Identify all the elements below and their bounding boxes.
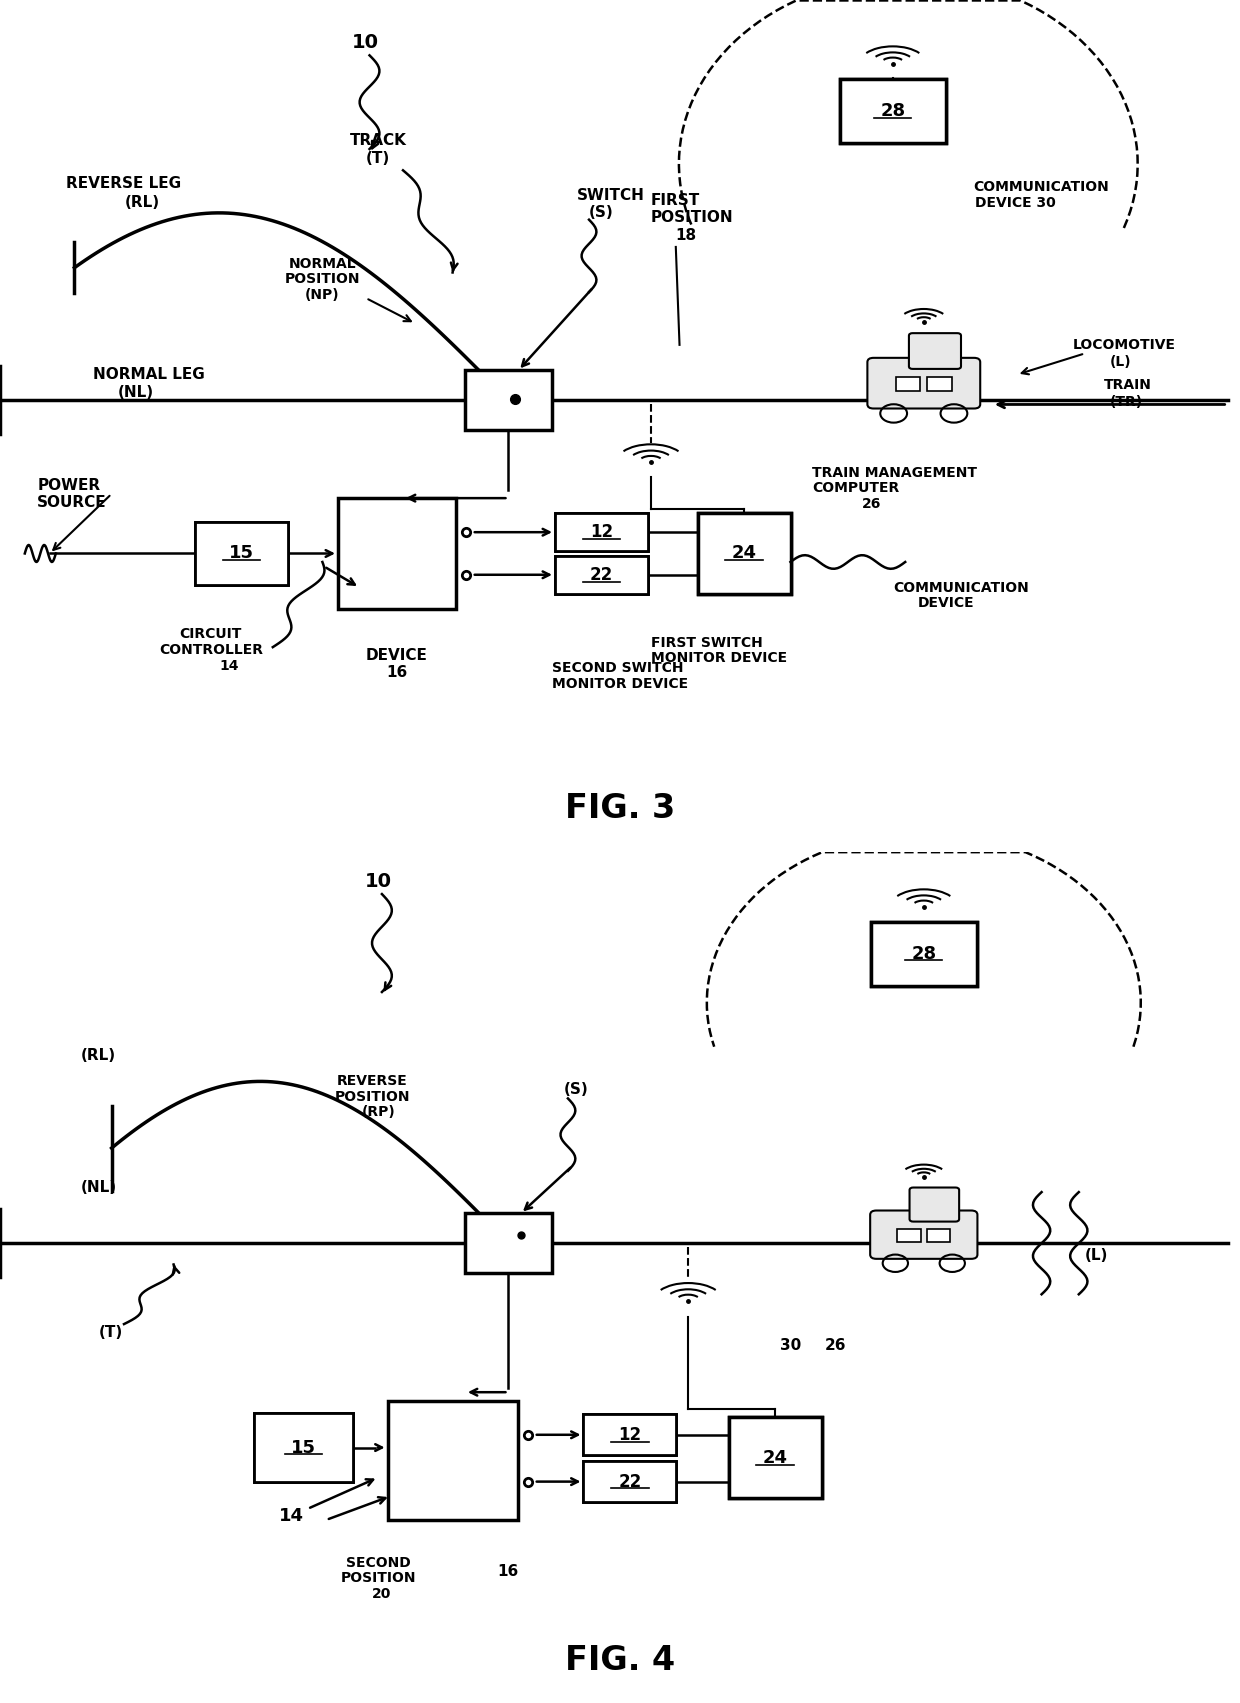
Text: REVERSE: REVERSE (336, 1075, 408, 1088)
Text: TRACK: TRACK (350, 133, 407, 148)
Text: (S): (S) (589, 206, 614, 220)
Bar (387, 1400, 518, 1521)
Text: (S): (S) (564, 1083, 589, 1097)
Text: 24: 24 (763, 1449, 787, 1466)
Text: (NL): (NL) (118, 385, 154, 400)
Text: SECOND SWITCH: SECOND SWITCH (552, 661, 683, 676)
Text: COMPUTER: COMPUTER (812, 480, 899, 496)
Bar (584, 1461, 677, 1502)
Text: COMMUNICATION: COMMUNICATION (893, 581, 1028, 594)
Text: 28: 28 (911, 945, 936, 962)
Bar (556, 555, 647, 594)
Text: FIG. 4: FIG. 4 (565, 1643, 675, 1677)
Bar (584, 1461, 677, 1502)
Text: 16: 16 (386, 666, 408, 679)
Text: NORMAL: NORMAL (289, 257, 356, 271)
Text: 20: 20 (372, 1587, 392, 1601)
Bar (870, 921, 977, 986)
Text: (NP): (NP) (305, 288, 340, 301)
Text: POWER: POWER (37, 479, 100, 492)
Text: POSITION: POSITION (285, 272, 360, 286)
Text: 12: 12 (590, 523, 613, 542)
Text: (L): (L) (1110, 354, 1131, 370)
Text: 14: 14 (279, 1507, 304, 1524)
Bar (729, 1417, 821, 1499)
Bar (254, 1413, 353, 1482)
FancyBboxPatch shape (868, 358, 980, 409)
Text: 22: 22 (619, 1473, 641, 1490)
Bar (928, 376, 952, 390)
Text: 18: 18 (676, 228, 697, 244)
Bar (196, 521, 288, 586)
Bar (556, 555, 647, 594)
Text: 14: 14 (219, 659, 239, 673)
Bar (841, 78, 945, 143)
Bar (895, 376, 920, 390)
Text: DEVICE: DEVICE (918, 596, 975, 610)
Text: COMMUNICATION: COMMUNICATION (973, 181, 1109, 194)
Text: MONITOR DEVICE: MONITOR DEVICE (651, 651, 787, 666)
Bar (729, 1417, 821, 1499)
Text: SWITCH: SWITCH (577, 189, 645, 203)
Bar (465, 1213, 552, 1274)
Bar (556, 513, 647, 552)
Text: SECOND: SECOND (346, 1555, 410, 1570)
Bar (584, 1413, 677, 1454)
Text: (RP): (RP) (361, 1105, 396, 1119)
Text: (TR): (TR) (1110, 395, 1143, 409)
Text: FIRST: FIRST (651, 192, 701, 208)
Bar (196, 521, 288, 586)
Text: 10: 10 (365, 872, 392, 891)
Text: (L): (L) (1085, 1248, 1109, 1264)
Text: (RL): (RL) (81, 1049, 115, 1063)
Bar (556, 513, 647, 552)
Bar (254, 1413, 353, 1482)
Text: FIRST SWITCH: FIRST SWITCH (651, 635, 763, 651)
Text: CIRCUIT: CIRCUIT (180, 627, 242, 642)
Text: (RL): (RL) (125, 196, 160, 209)
Bar (584, 1413, 677, 1454)
Text: LOCOMOTIVE: LOCOMOTIVE (1073, 337, 1176, 353)
Text: CONTROLLER: CONTROLLER (159, 642, 263, 657)
Text: POSITION: POSITION (341, 1570, 415, 1585)
Text: SOURCE: SOURCE (37, 496, 107, 509)
Text: 12: 12 (619, 1425, 641, 1444)
Text: 24: 24 (732, 545, 756, 562)
Text: 26: 26 (825, 1339, 847, 1352)
FancyBboxPatch shape (909, 334, 961, 370)
Bar (928, 1230, 950, 1241)
Text: 26: 26 (862, 497, 882, 511)
Text: 10: 10 (352, 32, 379, 53)
Text: POSITION: POSITION (651, 209, 734, 225)
Text: 16: 16 (497, 1563, 520, 1579)
Bar (465, 371, 552, 429)
Text: (T): (T) (99, 1325, 124, 1340)
Text: 15: 15 (229, 545, 254, 562)
Text: 15: 15 (291, 1439, 316, 1456)
Text: MONITOR DEVICE: MONITOR DEVICE (552, 676, 688, 691)
Text: POSITION: POSITION (335, 1090, 409, 1104)
Bar (870, 921, 977, 986)
Text: 30: 30 (780, 1339, 802, 1352)
Text: (NL): (NL) (81, 1180, 117, 1196)
Bar (337, 499, 456, 610)
Text: DEVICE 30: DEVICE 30 (975, 196, 1055, 209)
Text: TRAIN MANAGEMENT: TRAIN MANAGEMENT (812, 465, 977, 480)
Text: 28: 28 (880, 102, 905, 119)
Text: FIG. 3: FIG. 3 (565, 792, 675, 826)
Text: DEVICE: DEVICE (366, 649, 428, 662)
Text: 22: 22 (590, 565, 613, 584)
Bar (697, 513, 791, 594)
FancyBboxPatch shape (870, 1211, 977, 1259)
Bar (898, 1230, 920, 1241)
FancyBboxPatch shape (910, 1187, 960, 1221)
Text: NORMAL LEG: NORMAL LEG (93, 368, 205, 381)
Text: TRAIN: TRAIN (1104, 378, 1152, 392)
Bar (697, 513, 791, 594)
Text: (T): (T) (366, 152, 391, 165)
Bar (841, 78, 945, 143)
Text: REVERSE LEG: REVERSE LEG (67, 175, 181, 191)
